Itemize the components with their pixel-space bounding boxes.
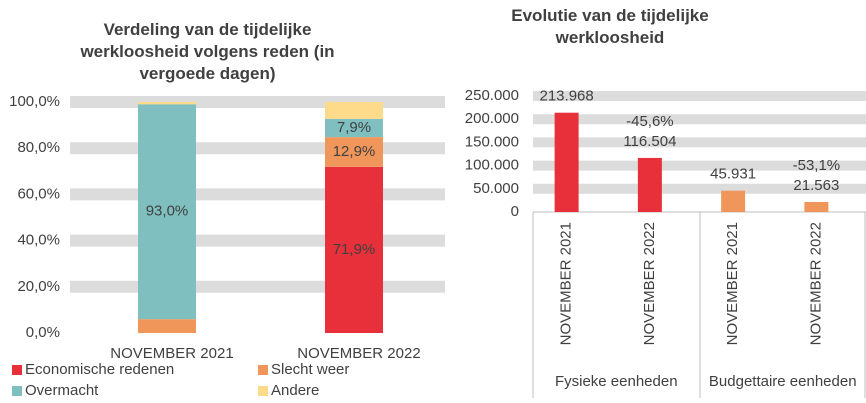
y-tick-label: 200.000 — [465, 110, 519, 127]
y-tick-label: 0 — [511, 203, 519, 220]
legend-swatch — [12, 365, 22, 375]
x-tick-label: NOVEMBER 2021 — [558, 222, 575, 345]
chart-title: Verdeling van de tijdelijke werkloosheid… — [80, 20, 335, 83]
y-tick-label: 100.000 — [465, 157, 519, 174]
y-tick-label: 250.000 — [465, 87, 519, 104]
y-tick-label: 150.000 — [465, 133, 519, 150]
chart-title: Evolutie van de tijdelijke werkloosheid — [511, 6, 709, 47]
group-label: Fysieke eenheden — [555, 373, 678, 390]
x-tick-label: NOVEMBER 2022 — [641, 222, 658, 345]
bar-segment — [138, 319, 196, 333]
y-tick-label: 100,0% — [9, 93, 60, 110]
value-label: 71,9% — [333, 241, 376, 258]
bar — [637, 157, 662, 212]
y-tick-label: 40,0% — [17, 232, 60, 249]
x-tick-label: NOVEMBER 2021 — [110, 345, 233, 362]
legend-swatch — [12, 386, 22, 396]
y-tick-label: 50.000 — [473, 180, 519, 197]
legend-label: Andere — [271, 382, 319, 399]
bar-segment — [138, 104, 196, 320]
value-label: 213.968 — [540, 88, 594, 105]
bar — [554, 112, 579, 212]
bar — [721, 190, 746, 212]
bar-segment — [325, 166, 383, 333]
value-label: 21.563 — [793, 177, 839, 194]
x-tick-label: NOVEMBER 2022 — [807, 222, 824, 345]
y-tick-label: 20,0% — [17, 278, 60, 295]
y-tick-label: 60,0% — [17, 185, 60, 202]
bar-segment — [325, 137, 383, 167]
bar-segment — [325, 118, 383, 138]
value-label: 12,9% — [333, 143, 376, 160]
legend-swatch — [258, 365, 268, 375]
legend-label: Overmacht — [25, 382, 99, 399]
group-label: Budgettaire eenheden — [709, 373, 857, 390]
y-tick-label: 80,0% — [17, 139, 60, 156]
y-tick-label: 0,0% — [26, 324, 60, 341]
change-label: -53,1% — [793, 157, 841, 174]
value-label: 93,0% — [146, 203, 189, 220]
bar-segment — [138, 102, 196, 105]
legend-label: Slecht weer — [271, 361, 349, 378]
bar-segment — [325, 102, 383, 119]
value-label: 45.931 — [710, 166, 756, 183]
legend-label: Economische redenen — [25, 361, 174, 378]
change-label: -45,6% — [626, 113, 674, 130]
x-tick-label: NOVEMBER 2021 — [724, 222, 741, 345]
bar — [804, 201, 829, 212]
x-tick-label: NOVEMBER 2022 — [297, 345, 420, 362]
legend-swatch — [258, 386, 268, 396]
value-label: 116.504 — [623, 133, 676, 150]
value-label: 7,9% — [337, 119, 371, 136]
